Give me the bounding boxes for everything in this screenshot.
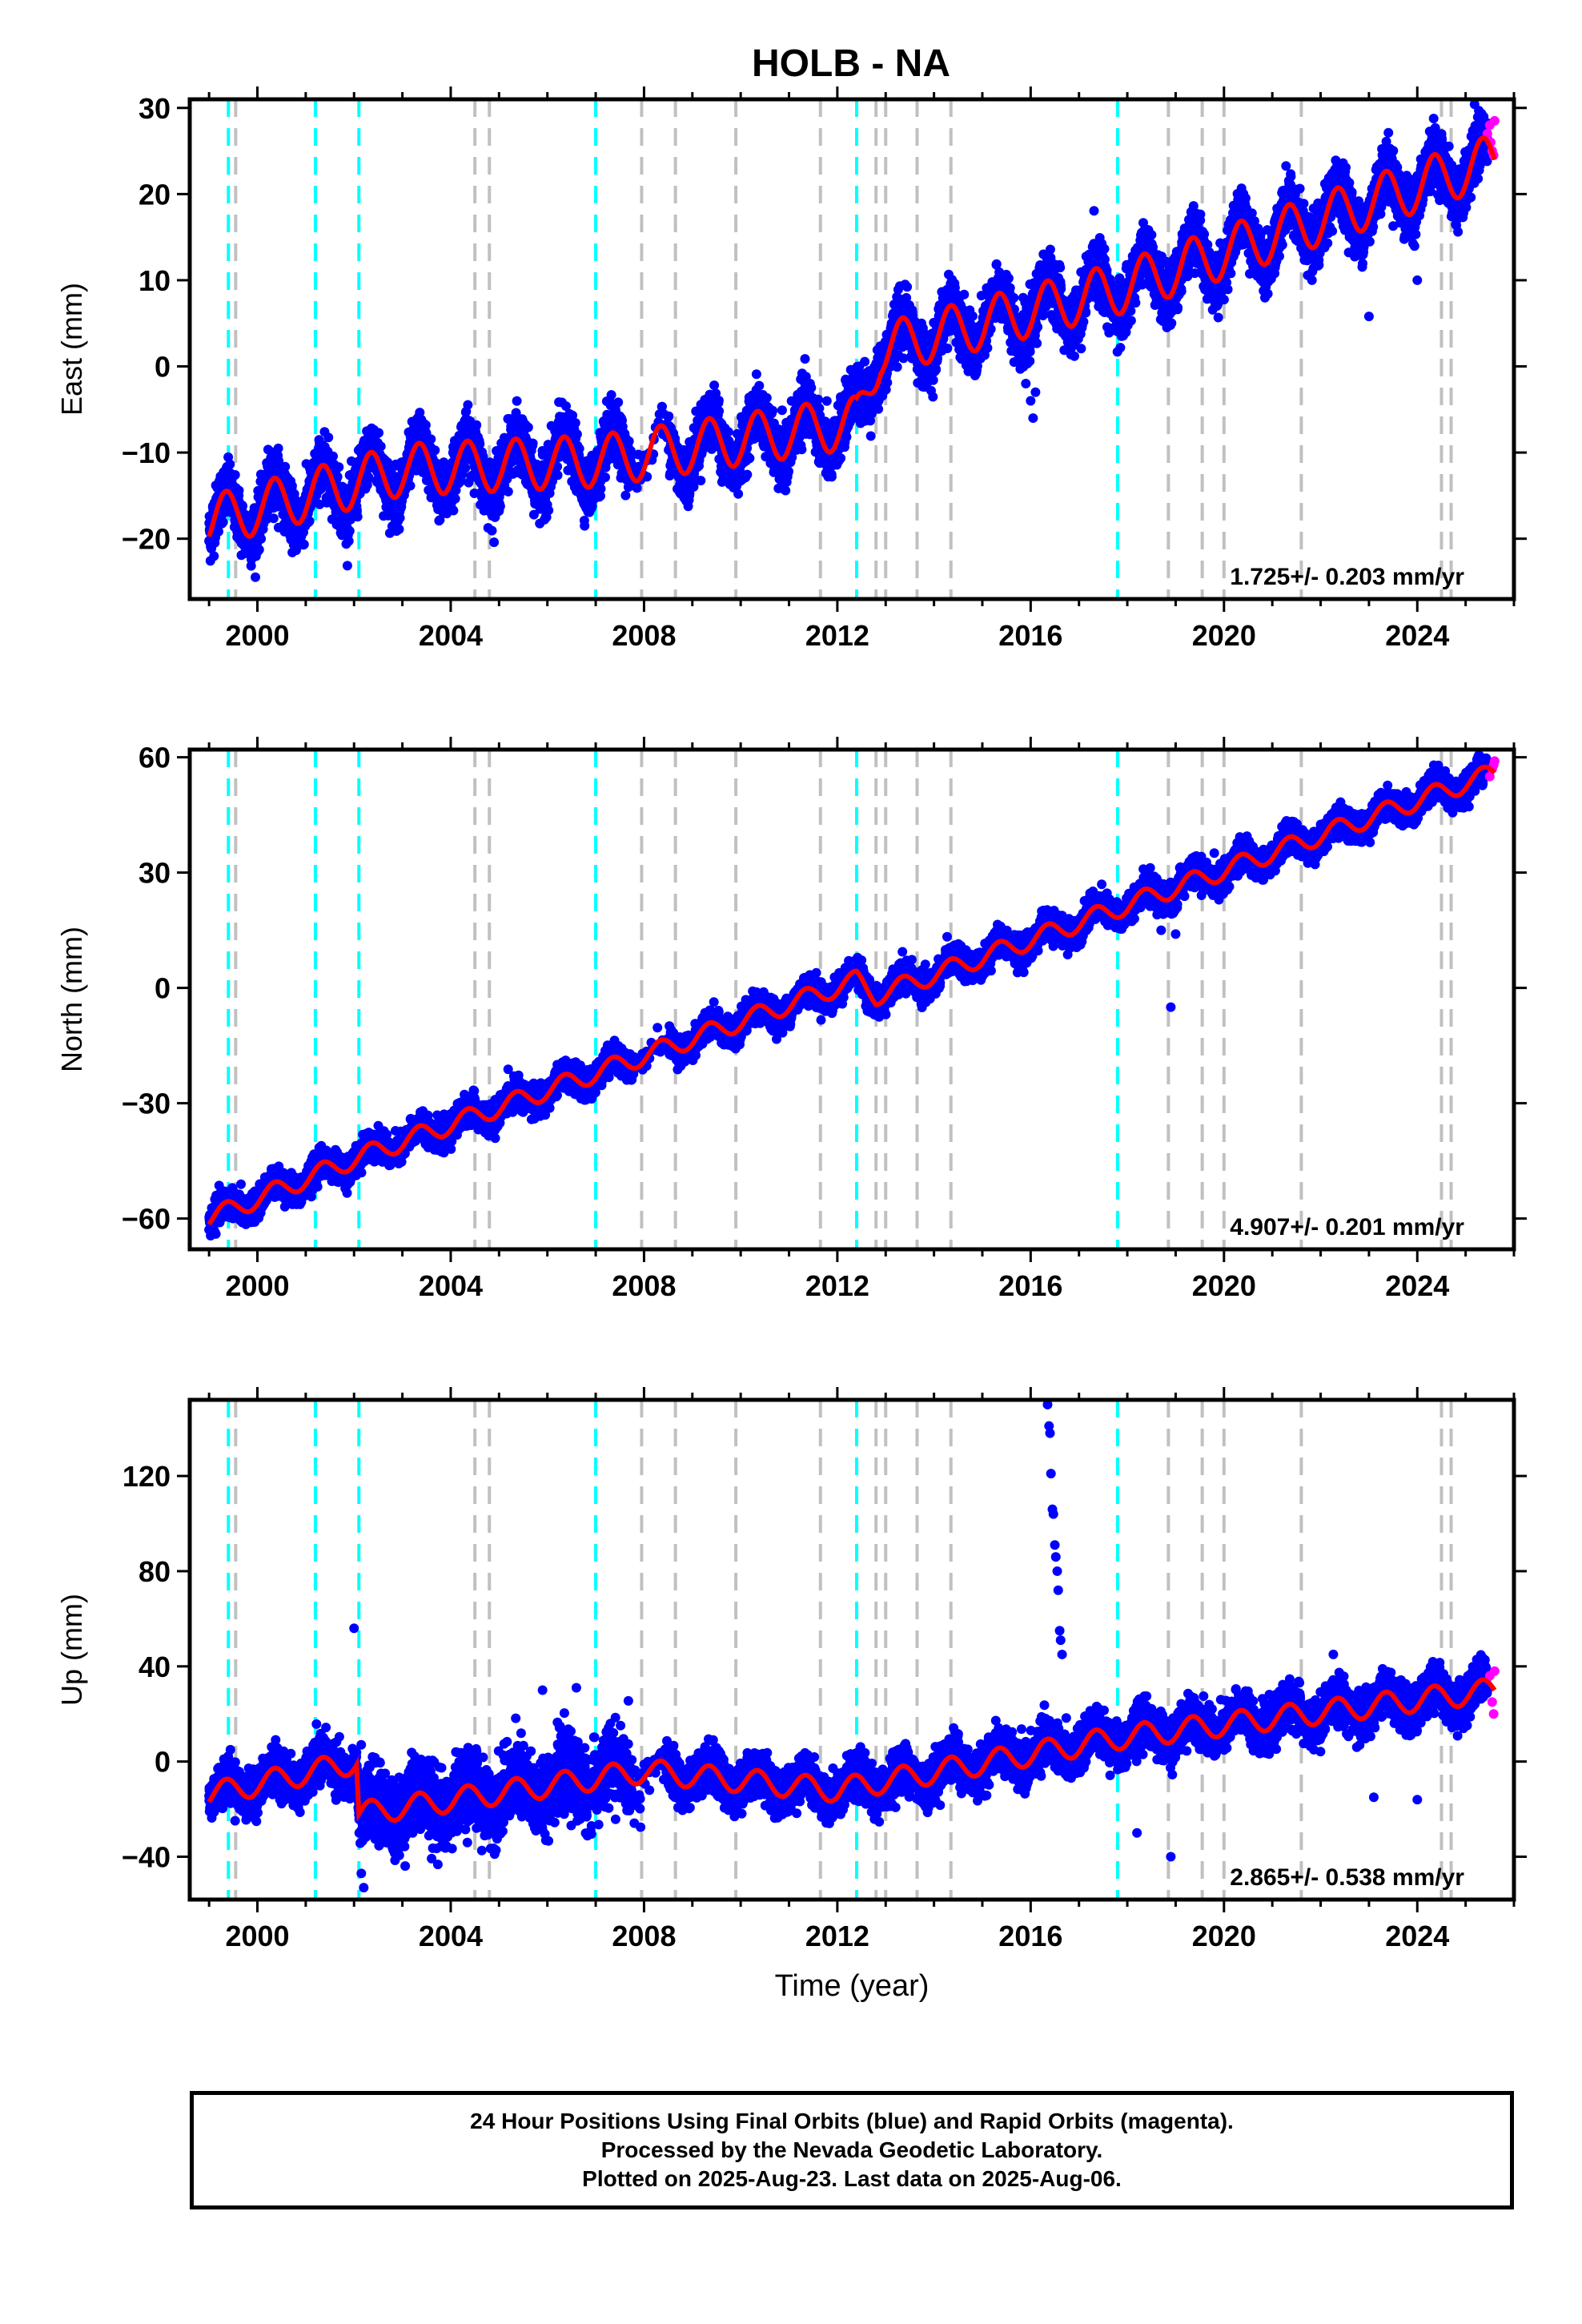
- data-point: [323, 432, 333, 442]
- data-point: [345, 526, 355, 536]
- data-point: [344, 537, 354, 546]
- data-point: [395, 525, 404, 534]
- data-point: [374, 428, 383, 438]
- data-point: [299, 540, 309, 549]
- data-point: [235, 486, 244, 496]
- data-point: [255, 545, 264, 554]
- data-point: [334, 462, 343, 472]
- data-point: [396, 513, 405, 523]
- data-point: [376, 441, 386, 451]
- data-point: [251, 573, 260, 582]
- data-point: [269, 513, 279, 523]
- data-point: [430, 445, 440, 455]
- data-point: [274, 444, 283, 453]
- gnss-time-series-chart: HOLB - NA 2000 2004 2008 2012 2016 2020 2024−2…: [0, 0, 1582, 2324]
- data-point: [219, 517, 228, 527]
- data-point: [343, 561, 352, 570]
- panel-east: 2000 2004 2008 2012 2016 2020 2024−20−10010203…: [55, 86, 1527, 652]
- chart-title: HOLB - NA: [752, 42, 950, 85]
- data-point: [231, 470, 240, 480]
- data-point: [209, 551, 219, 561]
- data-point: [225, 460, 235, 469]
- data-point: [426, 434, 436, 444]
- data-point: [280, 462, 290, 472]
- data-point: [406, 481, 416, 491]
- data-point: [256, 534, 266, 544]
- data-point: [353, 512, 363, 521]
- data-point: [305, 517, 315, 526]
